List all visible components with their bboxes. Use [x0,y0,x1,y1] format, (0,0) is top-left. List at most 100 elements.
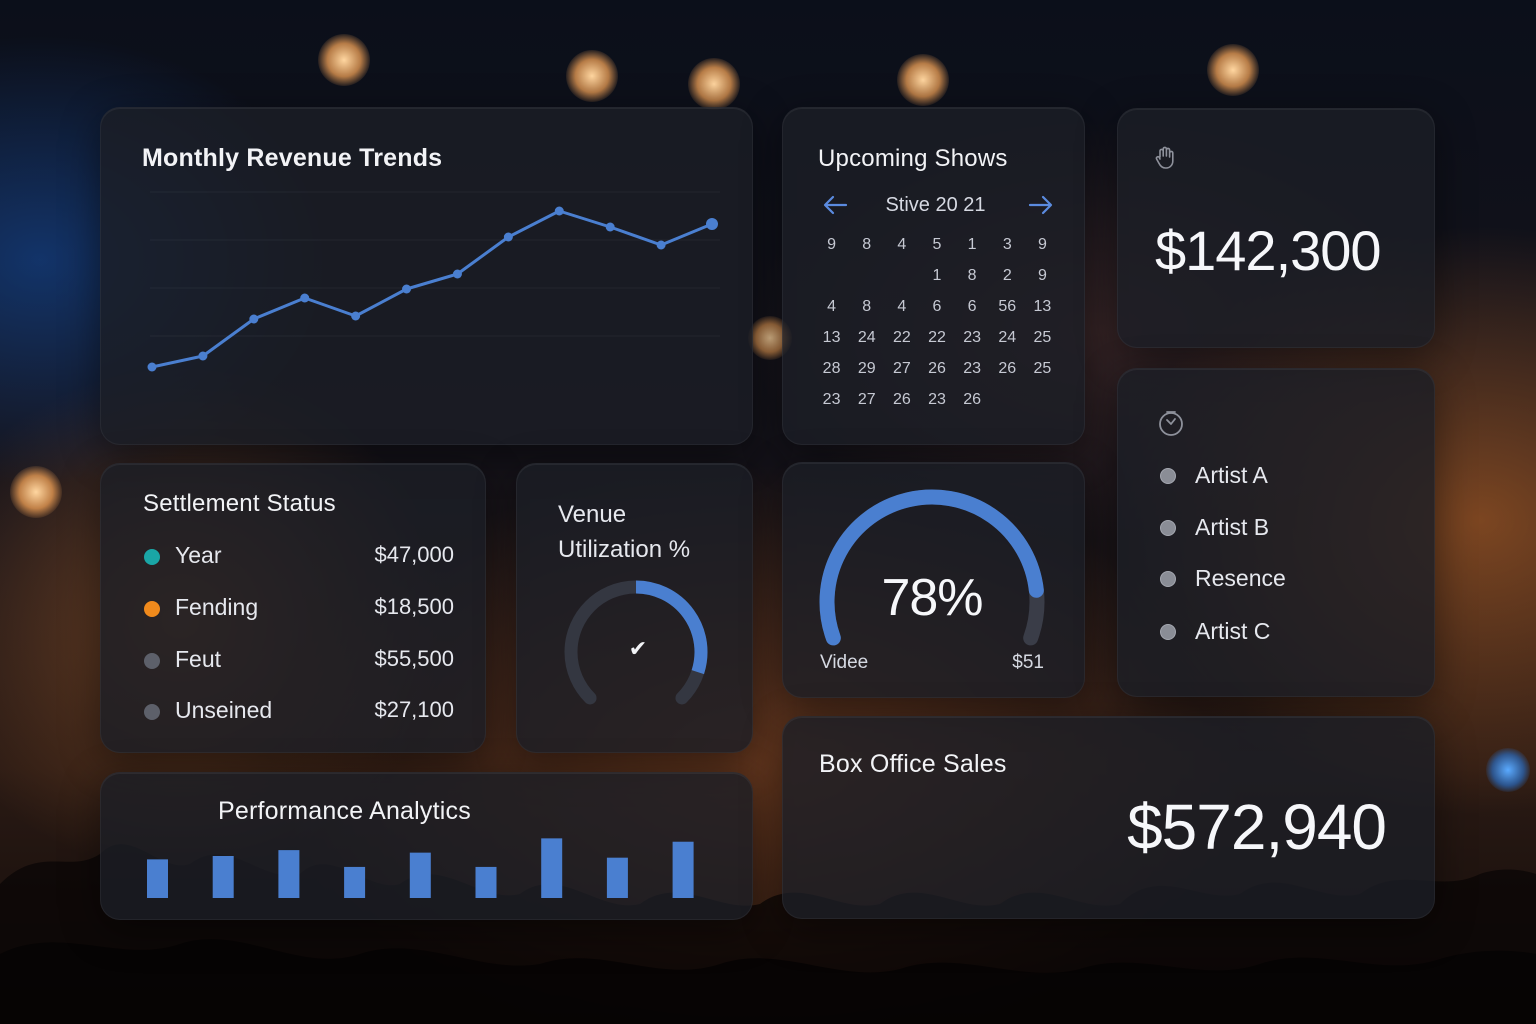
performance-bar[interactable] [541,838,563,898]
settlement-row: Feut $55,500 [142,646,454,676]
calendar-day[interactable]: 1 [967,236,977,253]
radio-dot-icon[interactable] [1160,468,1176,484]
hand-icon [1155,146,1174,169]
calendar-day[interactable]: 3 [1002,236,1012,253]
calendar-day[interactable]: 27 [857,391,876,408]
revenue-point[interactable] [605,222,615,232]
artist-label: Artist B [1195,514,1270,540]
performance-bar[interactable] [606,857,628,898]
calendar-day[interactable]: 23 [963,329,982,346]
calendar-day[interactable]: 56 [998,298,1017,315]
calendar-day [1025,389,1060,410]
status-dot [144,601,160,617]
calendar-day[interactable]: 26 [963,391,982,408]
calendar-day[interactable]: 23 [963,360,982,377]
performance-bar[interactable] [212,856,234,898]
revenue-point[interactable] [656,240,666,250]
checkmark-icon: ✔ [628,636,648,661]
revenue-point[interactable] [706,218,718,230]
settlement-row: Year $47,000 [142,542,454,572]
calendar-day[interactable]: 9 [827,236,837,253]
revenue-point[interactable] [147,362,157,372]
calendar-day[interactable]: 8 [862,236,872,253]
artist-item[interactable]: Artist C [1158,618,1398,648]
occupancy-gauge [819,489,1045,646]
artist-item[interactable]: Artist B [1158,514,1398,544]
calendar-day[interactable]: 23 [822,391,841,408]
revenue-point[interactable] [198,351,208,361]
calendar-day[interactable]: 4 [827,298,837,315]
performance-bar[interactable] [147,859,168,898]
revenue-point[interactable] [452,269,462,279]
calendar-day[interactable]: 26 [892,391,911,408]
upcoming-shows-card [782,107,1085,445]
stage-light [1486,748,1530,792]
performance-bar[interactable] [475,866,497,898]
settlement-value: $55,500 [374,646,454,671]
venue-utilization-card [516,463,753,753]
performance-bar-chart [147,838,694,898]
total-revenue-card [1117,108,1435,348]
calendar-day[interactable]: 25 [1033,329,1052,346]
calendar-day[interactable]: 2 [1002,267,1012,284]
calendar-day[interactable]: 9 [1037,267,1047,284]
calendar-day [849,265,884,286]
arrow-left-icon[interactable] [822,194,848,216]
calendar-grid: 9 8 4 5 1 3 9 1 8 2 9 4 8 4 6 6 56 13 13 24 22 22 23 24 25 28 29 27… [814,234,1060,410]
box-office-title: Box Office Sales [819,750,1007,778]
calendar-day[interactable]: 25 [1033,360,1052,377]
calendar-day[interactable]: 13 [822,329,841,346]
settlement-row: Fending $18,500 [142,594,454,624]
artist-item[interactable]: Artist A [1158,462,1398,492]
performance-bar[interactable] [344,866,366,898]
settlement-row: Unseined $27,100 [142,697,454,727]
revenue-point[interactable] [503,232,513,242]
revenue-point[interactable] [300,293,310,303]
calendar-day[interactable]: 5 [932,236,942,253]
calendar-day[interactable]: 6 [932,298,942,315]
calendar-day[interactable]: 4 [897,298,907,315]
calendar-day[interactable]: 23 [928,391,946,408]
calendar-day[interactable]: 8 [967,267,977,284]
calendar-day [884,265,919,286]
occupancy-gauge-fill [819,489,1044,646]
calendar-day[interactable]: 28 [822,360,841,377]
radio-dot-icon[interactable] [1160,520,1176,536]
artist-item[interactable]: Resence [1158,565,1398,595]
calendar-day[interactable]: 29 [857,360,876,377]
calendar-day[interactable]: 26 [928,360,946,377]
performance-bar[interactable] [672,841,694,898]
settlement-status-title: Settlement Status [143,490,336,517]
calendar-day[interactable]: 22 [928,329,946,346]
calendar-day[interactable]: 26 [998,360,1017,377]
arrow-right-icon[interactable] [1028,194,1054,216]
performance-bar[interactable] [278,850,300,898]
calendar-day[interactable]: 27 [892,360,911,377]
calendar-day[interactable]: 6 [967,298,977,315]
settlement-label: Fending [175,594,259,620]
calendar-day[interactable]: 8 [862,298,872,315]
radio-dot-icon[interactable] [1160,571,1176,587]
artist-label: Artist A [1195,462,1268,488]
calendar-day [990,389,1025,410]
calendar-day[interactable]: 13 [1033,298,1052,315]
calendar-day[interactable]: 1 [932,267,942,284]
artist-label: Artist C [1195,618,1271,644]
settlement-label: Feut [175,646,222,672]
calendar-day[interactable]: 24 [998,329,1017,346]
revenue-point[interactable] [402,284,412,294]
revenue-point[interactable] [554,206,564,216]
stage-light [897,54,949,106]
performance-bar[interactable] [409,852,431,898]
calendar-day[interactable]: 24 [857,329,876,346]
calendar-day[interactable]: 9 [1037,236,1047,253]
settlement-status-card [100,463,486,753]
occupancy-gauge-right-label: $51 [1012,652,1044,673]
revenue-point[interactable] [249,314,259,324]
status-dot [144,704,160,720]
revenue-point[interactable] [351,311,361,321]
radio-dot-icon[interactable] [1160,624,1176,640]
calendar-day[interactable]: 22 [892,329,911,346]
calendar-day[interactable]: 4 [897,236,907,253]
total-revenue-value: $142,300 [1155,219,1382,282]
